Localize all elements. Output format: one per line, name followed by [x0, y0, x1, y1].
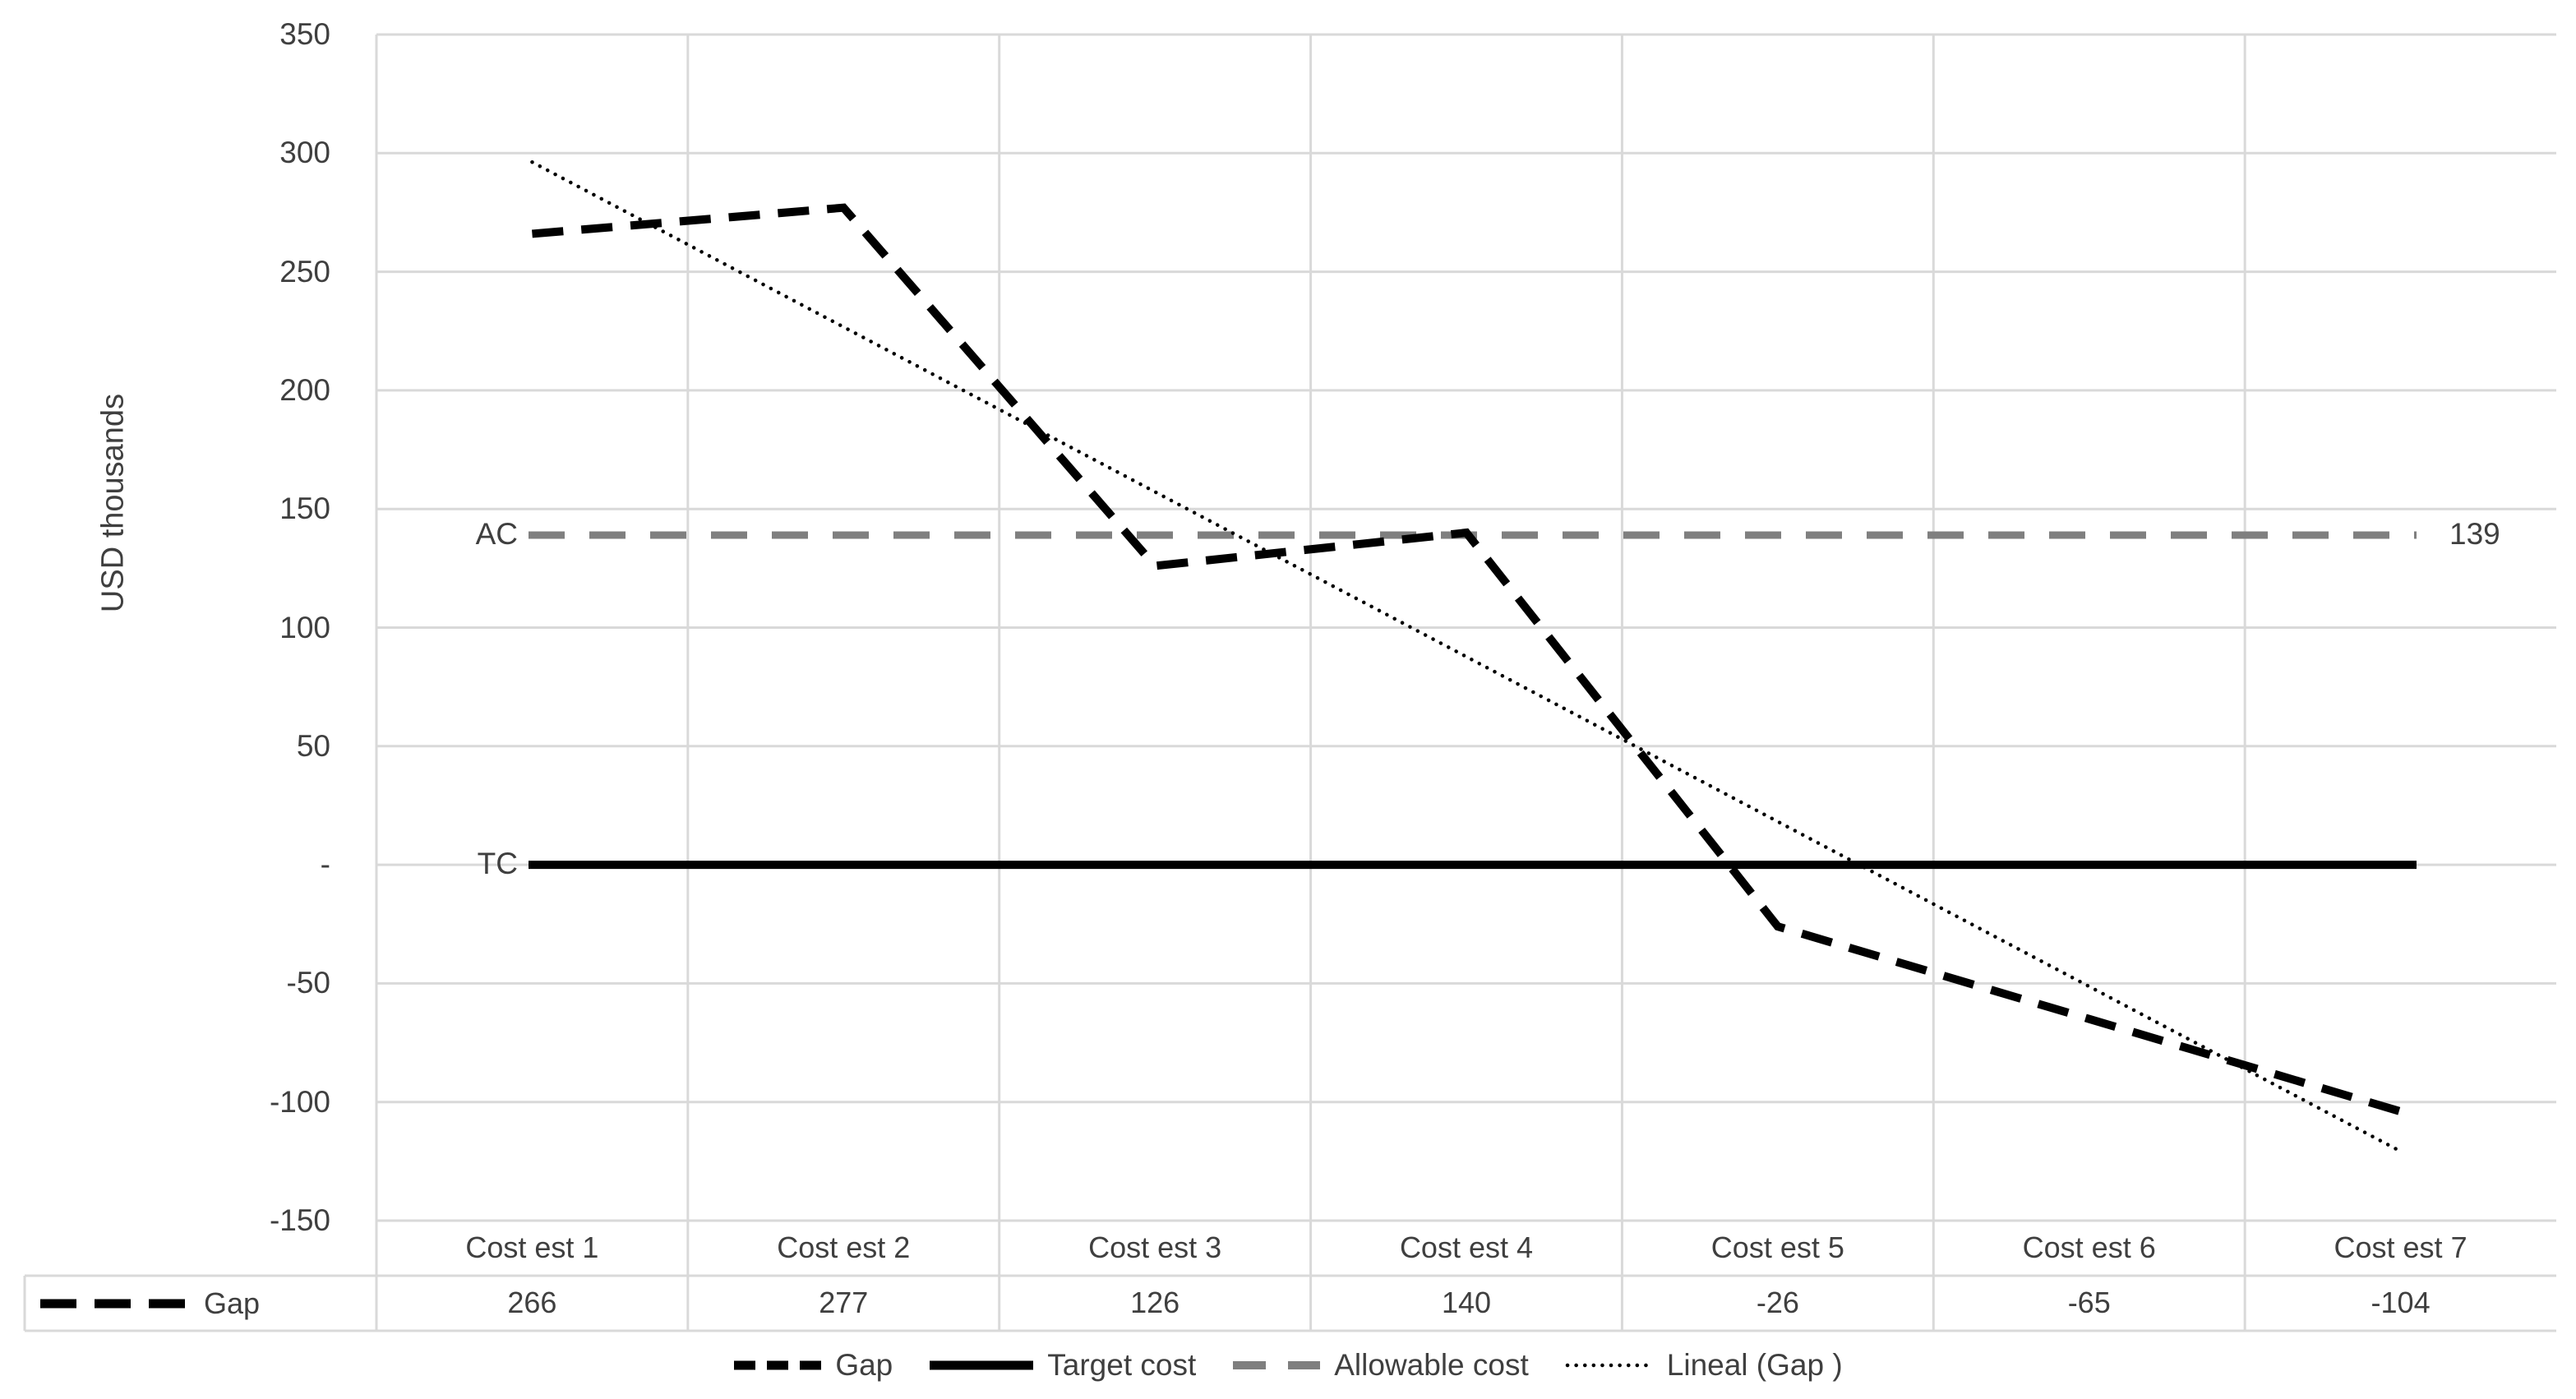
gap-series-marker-icon [40, 1299, 185, 1308]
legend-label: Allowable cost [1334, 1348, 1529, 1382]
y-axis-tick-label: -100 [269, 1084, 330, 1119]
y-axis-tick-label: 100 [279, 610, 330, 644]
x-axis-category-label: Cost est 4 [1399, 1230, 1534, 1264]
y-axis-tick-label: 150 [279, 492, 330, 526]
allowable-cost-line-label: AC [475, 516, 518, 551]
x-axis-category-label: Cost est 7 [2334, 1230, 2468, 1264]
table-value-cell: -26 [1756, 1286, 1799, 1319]
table-value-cell: -65 [2067, 1286, 2111, 1319]
legend-item-allowable-cost: Allowable cost [1232, 1348, 1529, 1383]
table-value-cell: -104 [2371, 1286, 2431, 1319]
chart-legend: Gap Target cost Allowable cost Lineal (G… [0, 1341, 2576, 1389]
legend-item-lineal-gap: Lineal (Gap ) [1565, 1348, 1843, 1383]
legend-item-gap: Gap [733, 1348, 893, 1383]
x-axis-category-label: Cost est 6 [2022, 1230, 2156, 1264]
y-axis-tick-label: -50 [286, 966, 330, 1000]
table-value-cell: 266 [507, 1286, 557, 1319]
x-axis-category-label: Cost est 1 [465, 1230, 599, 1264]
target-cost-line-label: TC [477, 847, 518, 881]
y-axis-tick-label: 300 [279, 136, 330, 170]
x-axis-category-label: Cost est 2 [777, 1230, 911, 1264]
y-axis-tick-label: 200 [279, 372, 330, 407]
x-axis-category-label: Cost est 3 [1088, 1230, 1222, 1264]
table-value-cell: 126 [1130, 1286, 1180, 1319]
y-axis-tick-label: 250 [279, 254, 330, 289]
allowable-cost-value-label: 139 [2449, 516, 2500, 551]
table-value-cell: 140 [1441, 1286, 1492, 1319]
trendline-lineal-gap [530, 159, 2403, 1153]
y-axis-tick-label: 50 [296, 728, 330, 763]
gap-series-line [532, 203, 2402, 1116]
legend-label: Gap [835, 1348, 893, 1382]
legend-label: Target cost [1047, 1348, 1197, 1382]
y-axis-title: USD thousands [95, 393, 131, 613]
y-axis-tick-label: -150 [269, 1203, 330, 1237]
y-axis-tick-label: - [320, 847, 330, 882]
table-row-label: Gap [204, 1286, 261, 1320]
y-axis-tick-label: 350 [279, 17, 330, 51]
legend-item-target-cost: Target cost [929, 1348, 1196, 1383]
target-cost-solid-marker-icon [930, 1360, 1034, 1370]
allowable-cost-dashed-marker-icon [1233, 1361, 1321, 1369]
legend-label: Lineal (Gap ) [1666, 1348, 1843, 1382]
table-value-cell: 277 [819, 1286, 869, 1319]
table-row-header-gap: Gap [25, 1276, 378, 1331]
x-axis-category-label: Cost est 5 [1710, 1230, 1844, 1264]
gap-dashed-marker-icon [734, 1360, 822, 1370]
lineal-dotted-marker-icon [1565, 1363, 1654, 1368]
